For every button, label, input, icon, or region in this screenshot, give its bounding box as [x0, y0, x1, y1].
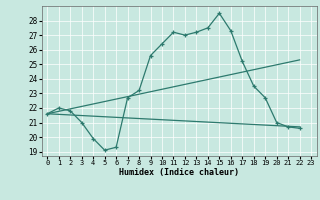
- X-axis label: Humidex (Indice chaleur): Humidex (Indice chaleur): [119, 168, 239, 177]
